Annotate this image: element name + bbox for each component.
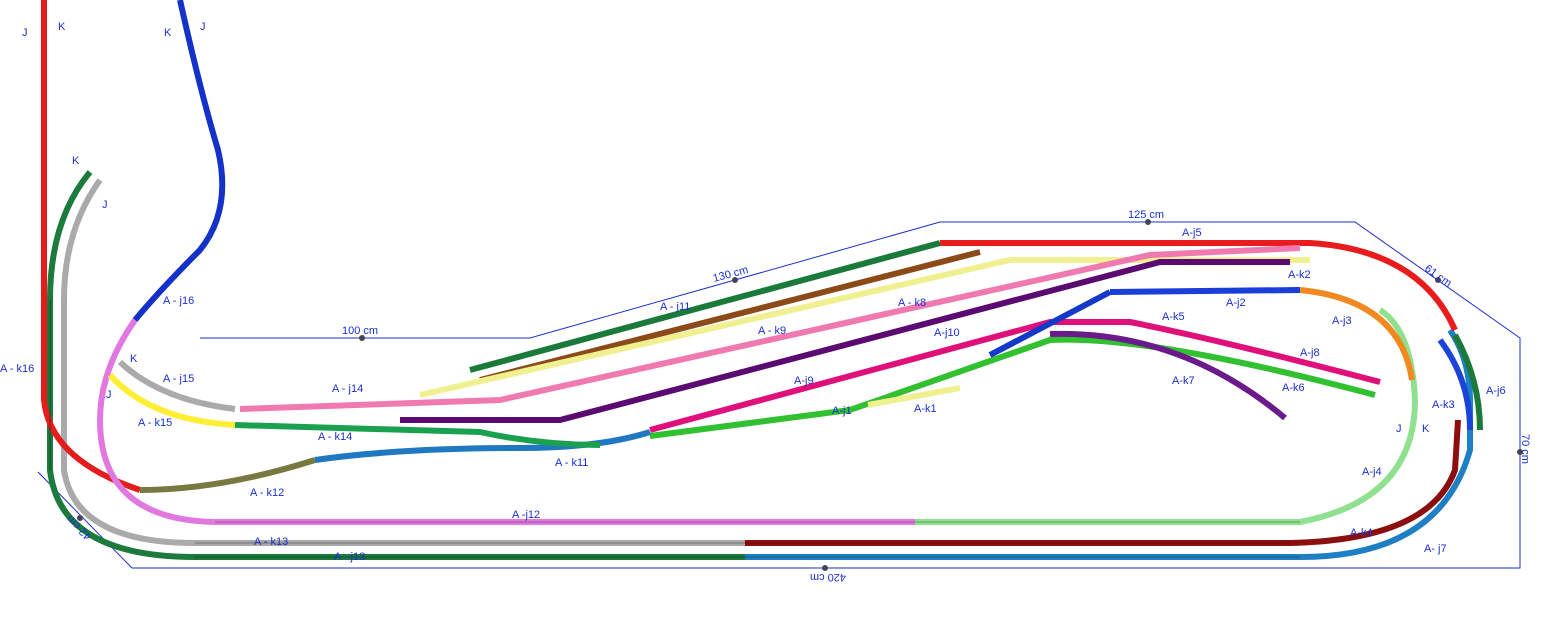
track-label: A - k13 — [254, 536, 288, 548]
dimension-label: 130 cm — [712, 264, 750, 285]
dimension-label: 125 cm — [1128, 209, 1164, 221]
dimension-label: 420 cm — [810, 571, 846, 583]
track-label: A - k8 — [898, 297, 926, 309]
dimension-label: 70 cm — [1519, 434, 1531, 464]
marker: K — [1422, 423, 1430, 435]
track-label: A-j8 — [1300, 347, 1320, 359]
marker: K — [72, 155, 80, 167]
track-label: A - j15 — [163, 373, 194, 385]
track-label: A-j10 — [934, 327, 960, 339]
markers: J K K J K J K J J K — [22, 21, 1430, 435]
marker: J — [1396, 423, 1402, 435]
labels: A - j16 A - k16 A - j15 A - k15 A - j14 … — [0, 227, 1506, 563]
track-label: A-j2 — [1226, 297, 1246, 309]
track-label: A-k3 — [1432, 399, 1455, 411]
track-label: A - k14 — [318, 431, 352, 443]
marker: K — [58, 21, 66, 33]
track-label: A - k15 — [138, 417, 172, 429]
track-label: A - k12 — [250, 487, 284, 499]
track-label: A - k9 — [758, 325, 786, 337]
marker: K — [164, 27, 172, 39]
track-label: A - j11 — [660, 301, 690, 313]
track-label: A - j16 — [163, 295, 194, 307]
track-label: A-k4 — [1350, 527, 1373, 539]
track-label: A-k6 — [1282, 382, 1305, 394]
dimension-label: 100 cm — [342, 325, 378, 337]
track-label: A-j1 — [832, 405, 852, 417]
marker: J — [200, 21, 206, 33]
marker: K — [130, 353, 138, 365]
marker: J — [102, 199, 108, 211]
track-label: A-j6 — [1486, 385, 1506, 397]
dimension-labels: 125 cm 130 cm 100 cm 61 cm 70 cm 42 cm 4… — [64, 209, 1531, 583]
track-label: A - j14 — [332, 383, 363, 395]
track-label: A-j5 — [1182, 227, 1202, 239]
track-label: A-j4 — [1362, 466, 1382, 478]
track-label: A - j13 — [334, 551, 365, 563]
track-label: A-k7 — [1172, 375, 1195, 387]
track-label: A -j12 — [512, 509, 540, 521]
track-label: A-k5 — [1162, 311, 1185, 323]
track-label: A - k16 — [0, 363, 34, 375]
track-label: A - k11 — [555, 457, 588, 469]
track-label: A-j9 — [794, 375, 814, 387]
track-label: A-j3 — [1332, 315, 1352, 327]
track-label: A- j7 — [1424, 543, 1447, 555]
dimension-lines — [37, 219, 1523, 571]
marker: J — [106, 389, 112, 401]
tracks — [41, 0, 1483, 560]
marker: J — [22, 27, 28, 39]
track-label: A-k2 — [1288, 269, 1311, 281]
track-label: A-k1 — [914, 403, 937, 415]
